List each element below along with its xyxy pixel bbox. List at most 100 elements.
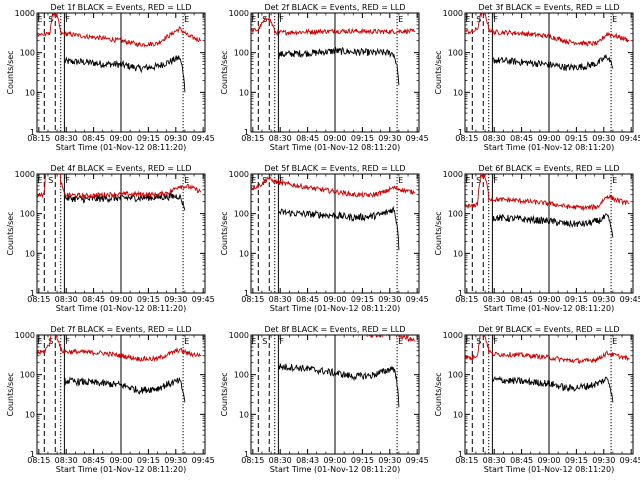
x-tick-label: 08:43 [296, 456, 319, 465]
y-tick-label: 10 [239, 249, 249, 258]
marker-label: E [37, 15, 42, 24]
marker-label: E [612, 176, 617, 185]
x-tick-label: 08:30 [55, 134, 78, 143]
marker-label: E [398, 15, 403, 24]
x-tick-label: 09:45 [406, 456, 429, 465]
marker-label: S [48, 176, 53, 185]
x-axis-label: Start Time (01-Nov-12 08:11:20) [56, 143, 186, 152]
x-axis-label: Start Time (01-Nov-12 08:11:20) [270, 143, 400, 152]
panel-title: Det 9f BLACK = Events, RED = LLD [478, 325, 619, 334]
x-tick-label: 09:00 [537, 134, 560, 143]
x-tick-label: 08:30 [55, 295, 78, 304]
events-series-line [492, 53, 614, 72]
x-axis-label: Start Time (01-Nov-12 08:11:20) [484, 143, 614, 152]
y-tick-label: 1 [458, 289, 463, 298]
y-tick-label: 100 [448, 210, 463, 219]
lld-series-line [37, 13, 202, 48]
x-tick-label: 09:15 [351, 456, 374, 465]
panel-det-6: Det 6f BLACK = Events, RED = LLD 1 10 100 10… [434, 164, 640, 313]
y-tick-label: 1 [30, 289, 35, 298]
y-axis-label: Counts/sec [434, 211, 443, 255]
marker-label: F [279, 337, 284, 346]
y-tick-label: 1000 [229, 170, 249, 179]
y-axis-label: Counts/sec [434, 50, 443, 94]
y-tick-label: 10 [239, 88, 249, 97]
x-tick-label: 09:00 [323, 295, 346, 304]
x-tick-label: 08:30 [483, 134, 506, 143]
events-series-line [278, 46, 400, 86]
marker-label: S [476, 337, 481, 346]
x-tick-label: 09:00 [537, 295, 560, 304]
lld-series-line [37, 174, 202, 200]
y-tick-label: 1 [244, 128, 249, 137]
panel-det-5: Det 5f BLACK = Events, RED = LLD 1 10 100 10… [220, 164, 429, 313]
y-tick-label: 10 [453, 88, 463, 97]
panel-title: Det 4f BLACK = Events, RED = LLD [50, 164, 191, 173]
marker-label: E [251, 337, 256, 346]
x-tick-label: 09:15 [565, 134, 588, 143]
marker-label: E [184, 337, 189, 346]
x-tick-label: 09:45 [620, 456, 640, 465]
x-tick-label: 08:45 [296, 295, 319, 304]
x-tick-label: 08:15 [241, 456, 264, 465]
y-tick-label: 10 [25, 249, 35, 258]
events-series-line [64, 376, 186, 403]
x-tick-label: 08:15 [241, 134, 264, 143]
marker-label: E [251, 15, 256, 24]
x-tick-label: 09:00 [109, 456, 132, 465]
panel-det-8: Det 8f BLACK = Events, RED = LLD 1 10 100 10… [220, 325, 429, 474]
x-tick-label: 09:45 [192, 295, 215, 304]
x-tick-label: 08:15 [455, 456, 478, 465]
x-tick-label: 08:30 [269, 134, 292, 143]
marker-label: E [398, 337, 403, 346]
y-tick-label: 1 [30, 450, 35, 459]
x-tick-label: 09:15 [565, 295, 588, 304]
x-tick-label: 09:45 [620, 134, 640, 143]
x-tick-label: 09:30 [592, 456, 615, 465]
y-axis-label: Counts/sec [220, 211, 229, 255]
lld-series-line [251, 16, 416, 36]
y-axis-label: Counts/sec [6, 50, 15, 94]
marker-label: E [251, 176, 256, 185]
marker-label: F [493, 176, 498, 185]
marker-label: E [612, 337, 617, 346]
y-axis-label: Counts/sec [220, 50, 229, 94]
panel-title: Det 1f BLACK = Events, RED = LLD [50, 3, 191, 12]
y-axis-label: Counts/sec [6, 372, 15, 416]
panel-title: Det 3f BLACK = Events, RED = LLD [478, 3, 619, 12]
x-tick-label: 09:00 [109, 295, 132, 304]
x-tick-label: 08:15 [455, 134, 478, 143]
marker-label: F [279, 176, 284, 185]
panel-title: Det 6f BLACK = Events, RED = LLD [478, 164, 619, 173]
marker-label: E [398, 176, 403, 185]
marker-label: S [48, 337, 53, 346]
x-axis-label: Start Time (01-Nov-12 08:11:20) [484, 465, 614, 474]
x-tick-label: 09:00 [323, 456, 346, 465]
x-tick-label: 08:30 [483, 456, 506, 465]
x-tick-label: 08:45 [296, 134, 319, 143]
y-tick-label: 1 [458, 128, 463, 137]
y-tick-label: 1000 [15, 9, 35, 18]
marker-label: F [65, 176, 70, 185]
x-tick-label: 08:45 [510, 134, 533, 143]
y-tick-label: 1000 [443, 331, 463, 340]
y-tick-label: 1000 [229, 331, 249, 340]
marker-label: F [65, 337, 70, 346]
y-axis-label: Counts/sec [6, 211, 15, 255]
marker-label: F [493, 337, 498, 346]
marker-label: E [37, 176, 42, 185]
panel-det-2: Det 2f BLACK = Events, RED = LLD 1 10 100 10… [220, 3, 429, 152]
x-axis-label: Start Time (01-Nov-12 08:11:20) [56, 304, 186, 313]
marker-label: E [612, 15, 617, 24]
x-tick-label: 09:45 [406, 134, 429, 143]
x-tick-label: 09:00 [109, 134, 132, 143]
x-axis-label: Start Time (01-Nov-12 08:11:20) [484, 304, 614, 313]
lld-series-line [37, 335, 202, 363]
y-tick-label: 100 [234, 371, 249, 380]
x-tick-label: 09:15 [137, 456, 160, 465]
x-tick-label: 09:30 [164, 456, 187, 465]
x-tick-label: 09:30 [592, 134, 615, 143]
x-axis-label: Start Time (01-Nov-12 08:11:20) [270, 465, 400, 474]
y-tick-label: 100 [20, 49, 35, 58]
x-tick-label: 08:30 [269, 295, 292, 304]
